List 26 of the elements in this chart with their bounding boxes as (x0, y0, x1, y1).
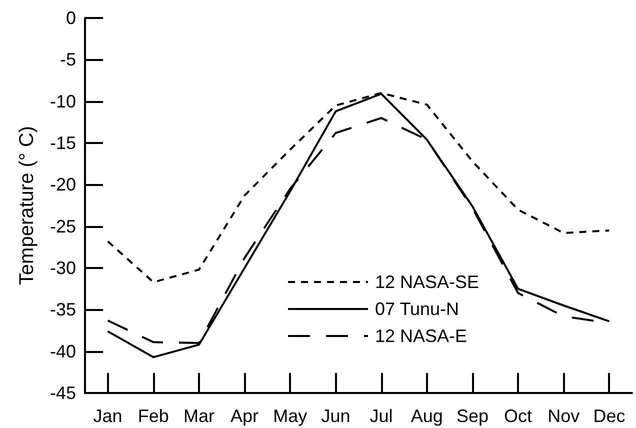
y-tick-label: -15 (50, 133, 76, 153)
x-tick-label: Apr (230, 406, 259, 426)
x-tick-label: Nov (548, 406, 580, 426)
legend-label: 12 NASA-E (375, 326, 468, 346)
y-axis-title: Temperature (° C) (16, 126, 38, 286)
y-tick-label: -5 (60, 50, 76, 70)
x-tick-label: Jun (321, 406, 350, 426)
y-tick-label: -25 (50, 216, 76, 236)
x-tick-label: Aug (410, 406, 443, 426)
x-tick-label: Oct (504, 406, 532, 426)
legend-label: 12 NASA-SE (375, 272, 480, 292)
y-tick-label: -20 (50, 174, 76, 195)
x-tick-label: May (273, 406, 308, 426)
y-tick-label: -10 (50, 91, 76, 112)
x-tick-label: Jan (93, 406, 122, 426)
y-tick-label: -45 (50, 383, 76, 403)
y-tick-label: -40 (50, 341, 76, 362)
y-tick-label: -30 (50, 258, 76, 278)
x-tick-label: Sep (456, 406, 488, 426)
legend-label: 07 Tunu-N (375, 299, 460, 319)
x-tick-label: Dec (593, 406, 626, 426)
x-tick-label: Jul (370, 406, 393, 426)
y-tick-label: 0 (66, 8, 76, 28)
x-tick-label: Feb (138, 406, 169, 426)
x-tick-label: Mar (183, 406, 214, 426)
y-tick-label: -35 (50, 300, 76, 320)
